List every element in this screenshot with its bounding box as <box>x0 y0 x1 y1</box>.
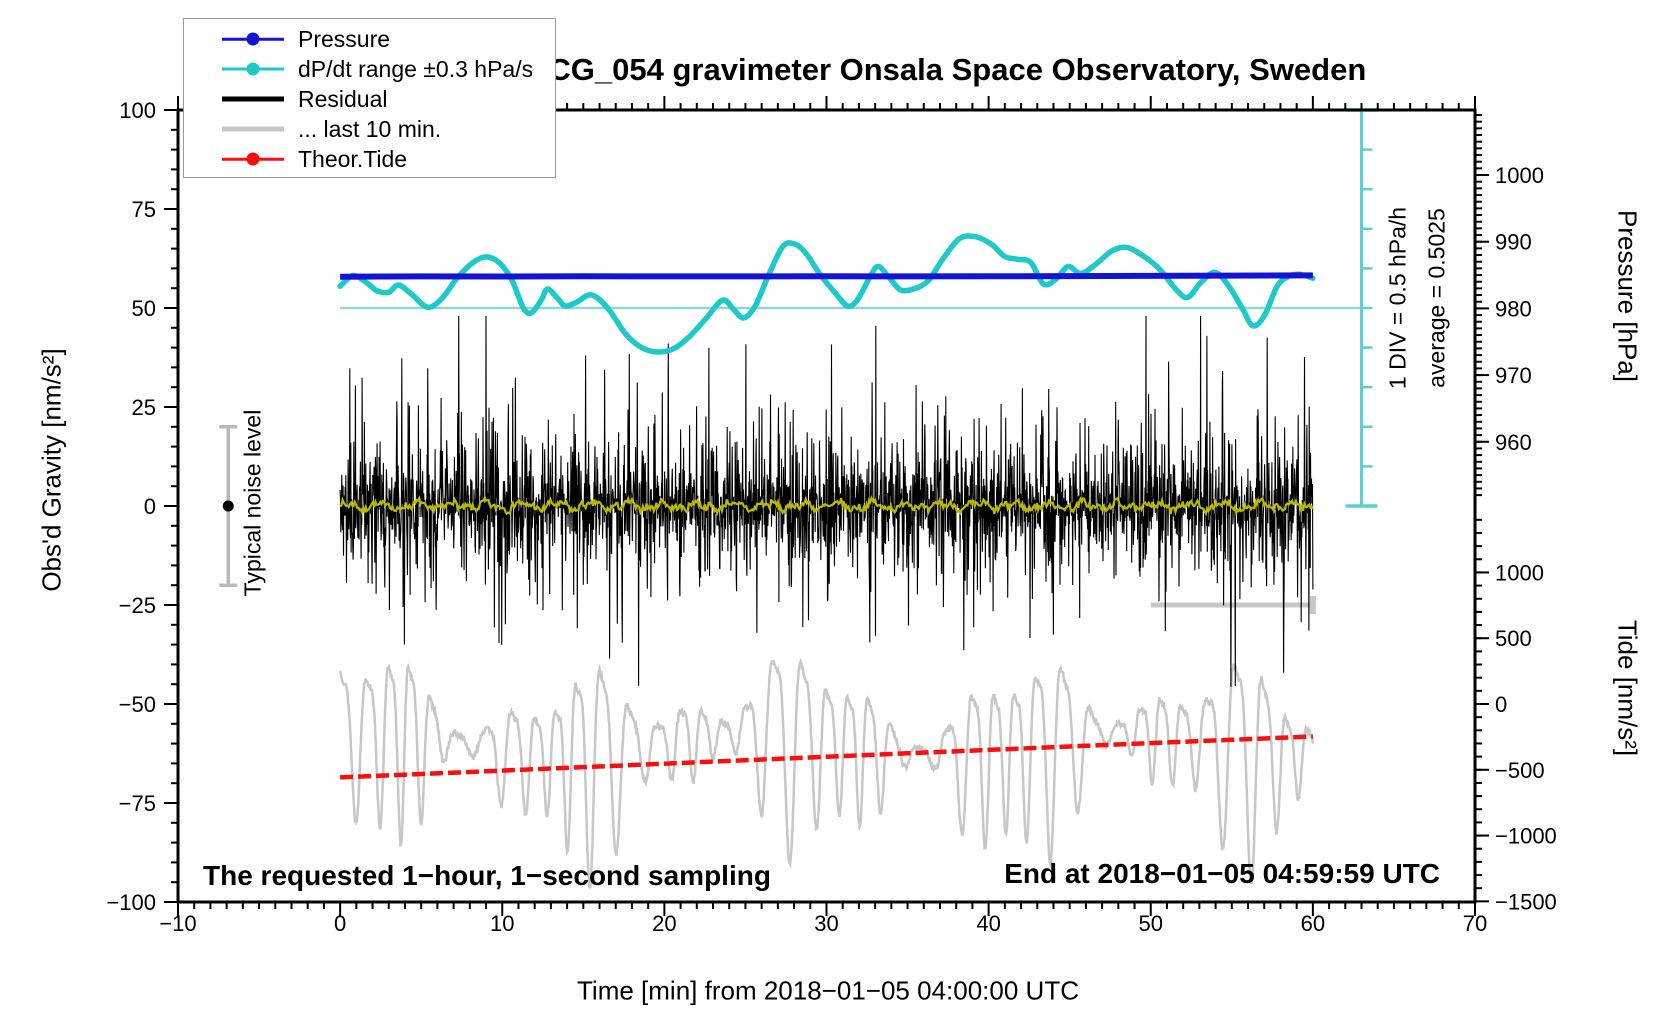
legend: Pressure dP/dt range ±0.3 hPa/s Residual… <box>183 18 556 178</box>
last10-trace <box>338 657 1315 890</box>
svg-text:0: 0 <box>144 494 156 519</box>
tide-line-icon <box>222 151 284 167</box>
y-axis-title-gravity: Obs'd Gravity [nm/s²] <box>36 348 67 592</box>
svg-text:20: 20 <box>652 911 676 936</box>
svg-text:−75: −75 <box>119 791 156 816</box>
pressure-line-icon <box>222 31 284 47</box>
legend-item-pressure: Pressure <box>184 24 555 54</box>
svg-text:−25: −25 <box>119 593 156 618</box>
legend-label: Theor.Tide <box>298 145 408 172</box>
axis-ticks <box>164 96 1489 916</box>
legend-item-dpdt: dP/dt range ±0.3 hPa/s <box>184 54 555 84</box>
svg-text:−1000: −1000 <box>1495 824 1557 849</box>
svg-text:500: 500 <box>1495 626 1532 651</box>
svg-text:25: 25 <box>132 395 156 420</box>
noise-level-errorbar <box>219 425 238 587</box>
svg-text:10: 10 <box>490 911 514 936</box>
legend-item-theortide: Theor.Tide <box>184 144 555 174</box>
last10-line-icon <box>222 121 284 137</box>
dpdt-line-icon <box>222 61 284 77</box>
average-annotation: average = 0.5025 <box>1423 208 1450 388</box>
legend-item-residual: Residual <box>184 84 555 114</box>
legend-label: dP/dt range ±0.3 hPa/s <box>298 55 534 82</box>
svg-text:0: 0 <box>334 911 346 936</box>
legend-label: ... last 10 min. <box>298 115 442 142</box>
noise-level-annotation: Typical noise level <box>239 409 266 597</box>
sampling-note: The requested 1−hour, 1−second sampling <box>203 860 771 891</box>
last10-bar <box>1150 596 1316 614</box>
svg-text:1000: 1000 <box>1495 560 1544 585</box>
legend-label: Pressure <box>298 25 391 52</box>
svg-text:30: 30 <box>814 911 838 936</box>
svg-text:75: 75 <box>132 197 156 222</box>
svg-text:960: 960 <box>1495 430 1532 455</box>
svg-text:−100: −100 <box>106 890 156 915</box>
svg-text:70: 70 <box>1463 911 1487 936</box>
svg-text:980: 980 <box>1495 296 1532 321</box>
x-axis-title: Time [min] from 2018−01−05 04:00:00 UTC <box>577 975 1079 1006</box>
residual-trace <box>339 315 1314 687</box>
legend-label: Residual <box>298 85 388 112</box>
legend-item-last10: ... last 10 min. <box>184 114 555 144</box>
svg-text:50: 50 <box>132 296 156 321</box>
svg-text:970: 970 <box>1495 363 1532 388</box>
theor-tide-line <box>340 734 1313 780</box>
svg-text:1000: 1000 <box>1495 163 1544 188</box>
residual-smoothed-trace <box>339 494 1314 518</box>
svg-text:0: 0 <box>1495 692 1507 717</box>
svg-text:−50: −50 <box>119 692 156 717</box>
svg-text:−500: −500 <box>1495 758 1545 783</box>
svg-text:60: 60 <box>1301 911 1325 936</box>
svg-text:50: 50 <box>1139 911 1163 936</box>
div-scale-annotation: 1 DIV = 0.5 hPa/h <box>1384 206 1411 390</box>
pressure-trace <box>340 272 1313 280</box>
chart-title: SCG_054 gravimeter Onsala Space Observat… <box>527 52 1367 87</box>
y-axis-title-tide: Tide [nm/s²] <box>1612 619 1643 757</box>
residual-line-icon <box>222 91 284 107</box>
svg-text:−10: −10 <box>159 911 196 936</box>
svg-text:100: 100 <box>119 98 156 123</box>
svg-text:990: 990 <box>1495 230 1532 255</box>
y-axis-title-pressure: Pressure [hPa] <box>1612 210 1643 382</box>
svg-text:−1500: −1500 <box>1495 889 1557 914</box>
svg-text:40: 40 <box>976 911 1000 936</box>
end-time-note: End at 2018−01−05 04:59:59 UTC <box>1004 858 1440 889</box>
axis-tick-labels: −10 0 10 20 30 40 50 60 701007550250−25−50−75−10… <box>106 98 1556 936</box>
